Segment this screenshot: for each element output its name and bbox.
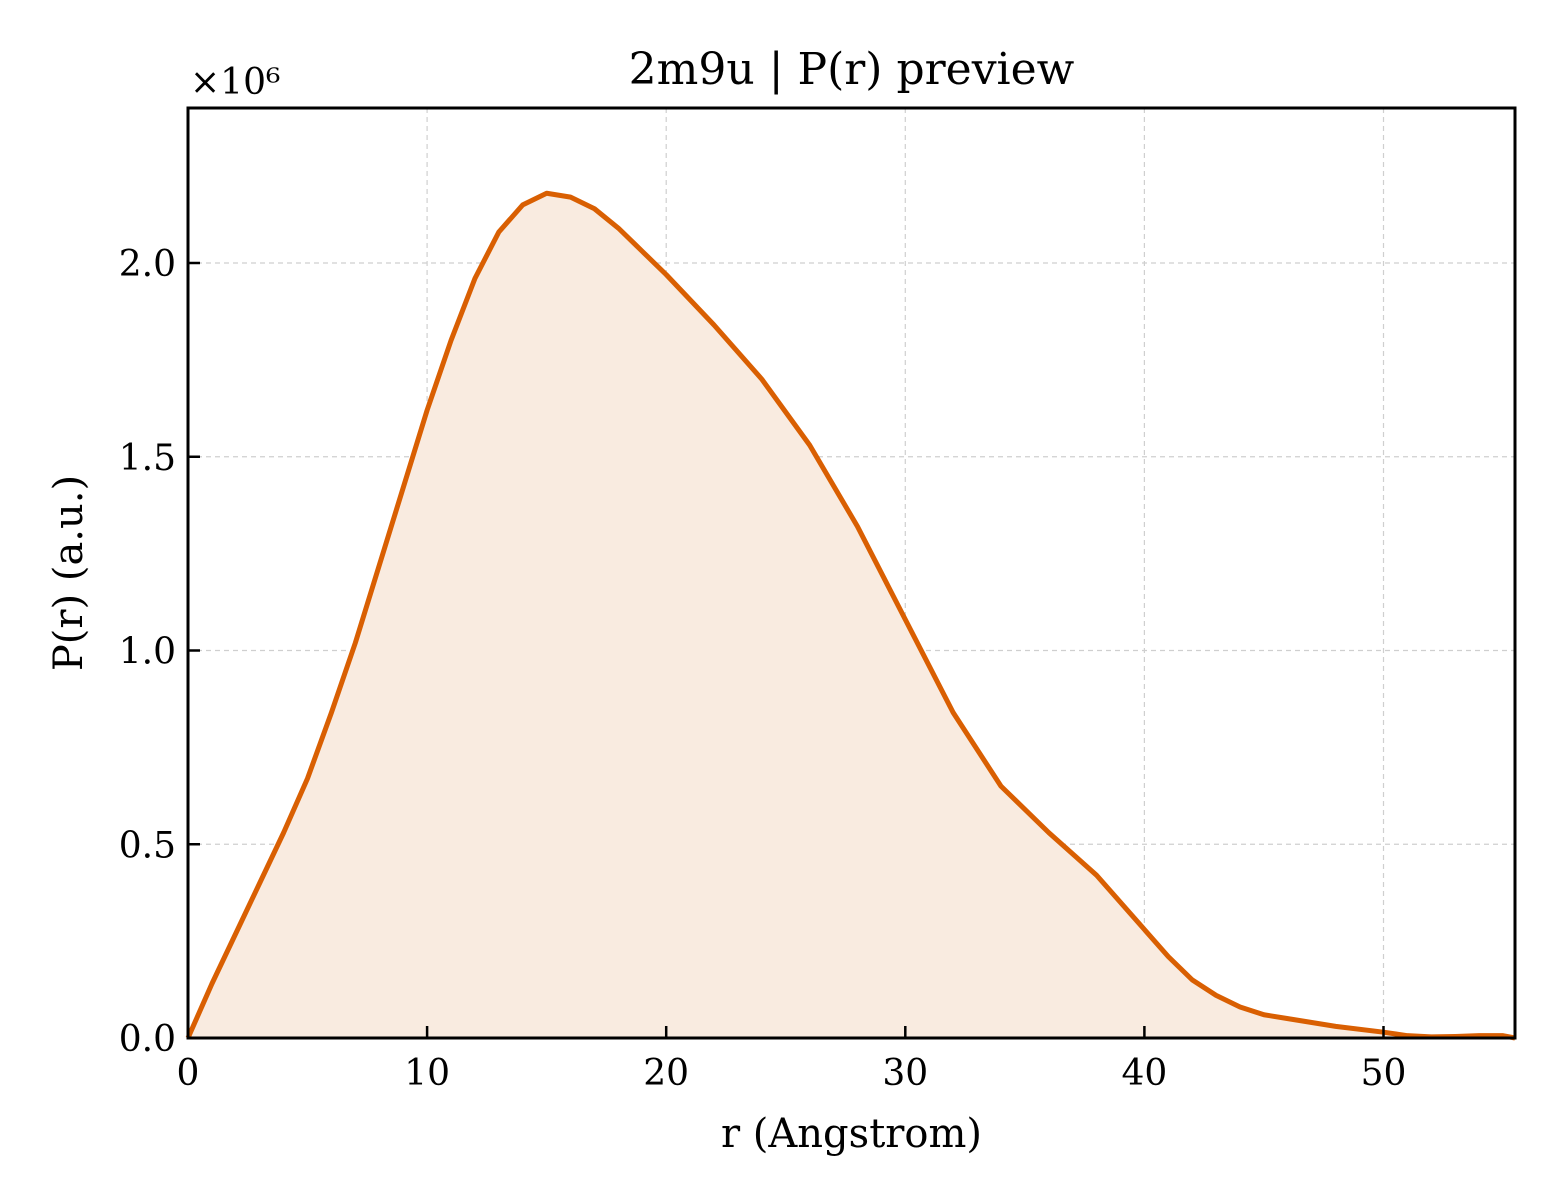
y-tick-label-3: 1.5 [119,438,176,479]
x-tick-label-5: 50 [1361,1053,1407,1094]
x-axis-label: r (Angstrom) [721,1111,982,1157]
y-tick-label-4: 2.0 [119,244,176,285]
x-tick-label-3: 30 [882,1053,928,1094]
y-ticks: 0.0 0.5 1.0 1.5 2.0 [119,244,200,1060]
x-tick-label-0: 0 [177,1053,200,1094]
y-tick-label-2: 1.0 [119,632,176,673]
chart-title: 2m9u | P(r) preview [629,44,1075,95]
x-tick-label-2: 20 [643,1053,689,1094]
y-tick-label-0: 0.0 [119,1019,176,1060]
y-tick-label-1: 0.5 [119,825,176,866]
y-axis-multiplier: ×10⁶ [190,62,280,103]
x-ticks: 0 10 20 30 40 50 [177,1026,1407,1094]
y-axis-label: P(r) (a.u.) [46,475,92,671]
x-tick-label-4: 40 [1121,1053,1167,1094]
pr-curve-line [185,190,1516,1041]
pr-area-fill [188,193,1515,1038]
x-tick-label-1: 10 [404,1053,450,1094]
plot-frame [186,106,1517,1040]
